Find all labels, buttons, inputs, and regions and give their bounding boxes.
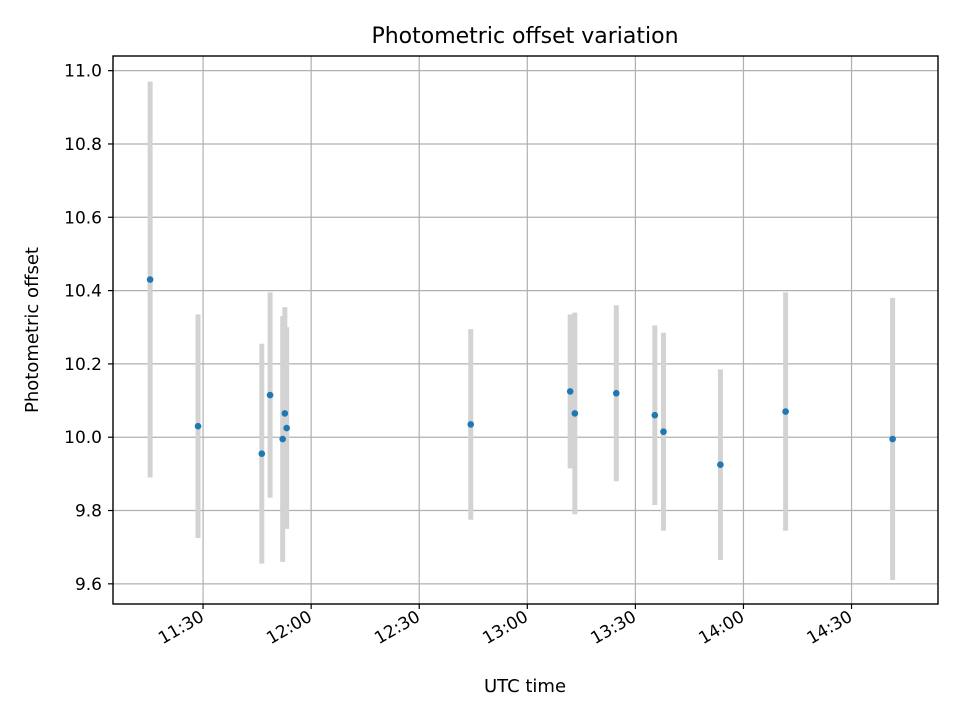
y-tick-label: 11.0	[64, 62, 102, 82]
y-tick-label: 9.8	[75, 502, 102, 522]
y-axis-label: Photometric offset	[22, 247, 43, 413]
data-point	[717, 461, 724, 469]
data-point	[651, 411, 659, 419]
data-point	[146, 276, 154, 283]
data-point	[612, 389, 620, 397]
plot-frame	[112, 55, 939, 605]
data-point	[283, 424, 290, 432]
data-point	[266, 391, 274, 399]
y-tick-label: 10.2	[64, 355, 102, 375]
y-tick-label: 10.4	[64, 282, 102, 302]
x-axis-label: UTC time	[484, 676, 566, 697]
data-point	[258, 450, 266, 458]
data-point	[660, 428, 667, 436]
x-tick-label: 13:00	[479, 607, 531, 649]
data-point	[281, 410, 289, 417]
data-point	[194, 422, 202, 430]
data-point	[571, 410, 579, 417]
error-bars	[147, 81, 896, 581]
x-tick-label: 12:30	[371, 607, 423, 649]
y-tick-label: 9.6	[75, 575, 102, 595]
data-point	[889, 435, 896, 443]
data-points	[146, 276, 896, 469]
data-point	[782, 408, 789, 415]
x-tick-label: 14:00	[696, 607, 748, 649]
y-tick-label: 10.6	[64, 208, 102, 228]
chart-title: Photometric offset variation	[371, 24, 678, 49]
ticks: 9.6 9.8 10.0 10.2 10.4 10.6 10.8 11.0 11:30 12:00…	[64, 62, 856, 649]
x-tick-label: 11:30	[155, 607, 207, 649]
data-point	[279, 435, 286, 443]
y-tick-label: 10.8	[64, 135, 102, 155]
x-tick-label: 13:30	[587, 607, 639, 649]
x-tick-label: 12:00	[263, 607, 315, 649]
data-point	[566, 388, 574, 395]
data-point	[467, 421, 475, 428]
grid	[113, 56, 938, 604]
y-tick-label: 10.0	[64, 428, 102, 448]
x-tick-label: 14:30	[804, 607, 856, 649]
